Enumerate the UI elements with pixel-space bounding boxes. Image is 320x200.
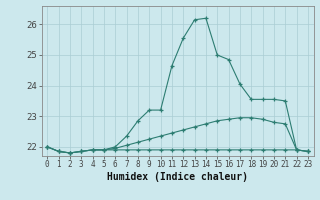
- X-axis label: Humidex (Indice chaleur): Humidex (Indice chaleur): [107, 172, 248, 182]
